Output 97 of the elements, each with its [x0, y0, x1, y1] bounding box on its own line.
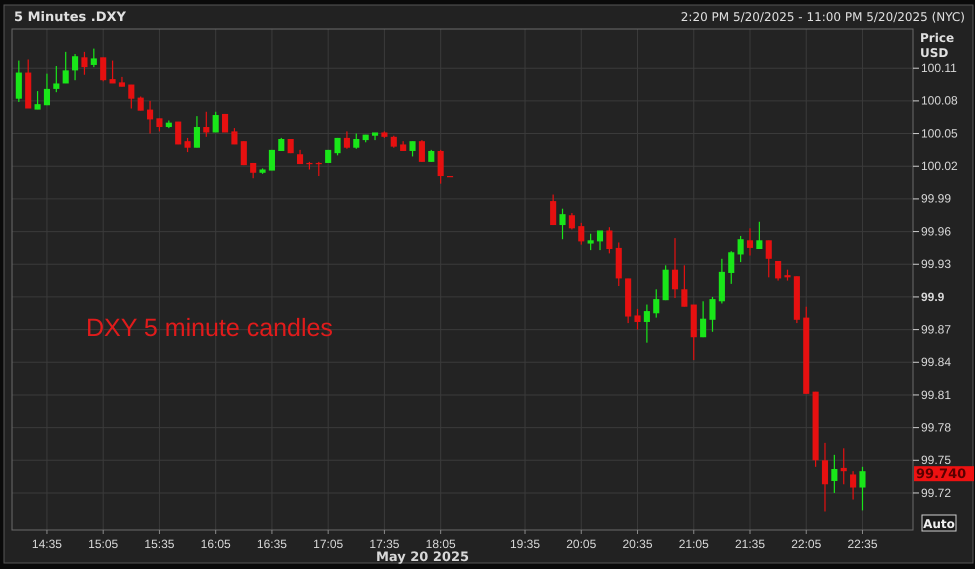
y-tick-label: 100.05 — [921, 126, 958, 140]
candlestick — [138, 96, 144, 112]
candlestick — [325, 149, 332, 164]
candlestick — [250, 162, 256, 179]
chart-subtitle: 2:20 PM 5/20/2025 - 11:00 PM 5/20/2025 (NYC) — [680, 10, 965, 24]
candlestick — [81, 51, 88, 76]
candlestick — [634, 308, 641, 330]
y-tick-label: 99.93 — [921, 257, 952, 272]
candlestick — [559, 208, 566, 240]
candlestick — [784, 269, 791, 282]
candlestick — [334, 137, 341, 156]
candlestick — [62, 51, 69, 84]
candlestick — [672, 238, 678, 299]
candlestick — [203, 111, 210, 138]
candlestick — [428, 149, 434, 162]
y-tick-label: 99.75 — [921, 453, 952, 468]
y-tick-label: 99.72 — [921, 486, 952, 500]
candlestick — [147, 100, 154, 134]
x-tick-label: 19:35 — [510, 536, 540, 551]
candlestick — [700, 300, 706, 338]
candlestick — [390, 135, 397, 148]
candlestick — [606, 226, 612, 254]
candlestick — [53, 65, 60, 93]
candlestick — [353, 132, 360, 150]
candlestick — [681, 264, 688, 308]
x-tick-label: 16:05 — [200, 536, 232, 551]
y-tick-label: 99.9 — [921, 290, 945, 304]
candlestick — [738, 235, 744, 263]
auto-button: Auto — [922, 514, 956, 532]
candlestick — [568, 212, 575, 230]
candlestick — [400, 140, 406, 152]
y-tick-label: 100.02 — [921, 159, 958, 174]
candlestick — [240, 140, 247, 166]
candlestick — [766, 240, 772, 278]
text: 99.740 — [916, 467, 966, 482]
candlestick — [184, 137, 191, 153]
candlestick — [709, 296, 716, 332]
x-tick-label: 17:05 — [313, 536, 344, 551]
candlestick — [288, 138, 294, 154]
y-tick-label: 99.81 — [921, 388, 952, 402]
candlestick — [44, 73, 50, 106]
candlestick — [859, 466, 866, 511]
x-tick-label: 15:35 — [144, 536, 175, 551]
candlestick — [110, 60, 116, 84]
candlestick — [100, 56, 106, 82]
chart-title: 5 Minutes .DXY — [14, 10, 127, 25]
candlestick — [578, 222, 584, 246]
candlestick — [72, 53, 78, 81]
candlestick — [850, 470, 856, 500]
candlestick — [840, 448, 847, 485]
x-tick-label: 17:35 — [369, 536, 400, 551]
y-axis-title: Price USD — [920, 31, 954, 60]
candlestick — [550, 194, 556, 226]
x-tick-label: 18:05 — [426, 536, 456, 551]
candlestick — [756, 221, 762, 250]
x-tick-label: 14:35 — [32, 536, 62, 551]
candlestick — [297, 149, 304, 165]
candlestick — [316, 161, 322, 177]
candlestick — [728, 250, 734, 284]
y-tick-label: 100.08 — [921, 94, 958, 108]
candlestick — [775, 260, 782, 282]
candlestick — [194, 116, 200, 148]
candlestick — [278, 137, 284, 152]
candlestick — [231, 128, 238, 146]
candlestick — [34, 90, 41, 110]
annotation: DXY 5 minute candles — [86, 314, 333, 342]
x-tick-label: 22:35 — [847, 536, 878, 551]
x-axis-title: May 20 2025 — [376, 550, 470, 565]
candlestick — [222, 113, 228, 134]
candlestick — [212, 111, 219, 134]
y-tick-label: 100.11 — [921, 61, 958, 76]
candlestick — [588, 233, 594, 251]
y-tick-label: 99.87 — [921, 322, 952, 336]
candlestick — [644, 304, 650, 344]
candlestick — [90, 48, 97, 68]
candlestick — [596, 230, 604, 251]
x-tick-label: 15:05 — [88, 536, 119, 551]
y-tick-label: 99.99 — [921, 192, 952, 206]
candlestick — [822, 442, 828, 512]
candlestick — [409, 140, 416, 158]
candlestick — [653, 288, 660, 318]
candlestick — [128, 84, 134, 110]
x-tick-label: 21:05 — [678, 536, 710, 551]
candlestick — [156, 118, 162, 132]
x-tick-label: 16:35 — [256, 536, 288, 551]
x-tick-label: 21:35 — [734, 536, 766, 551]
candlestick — [831, 454, 838, 494]
candlestick — [746, 228, 754, 256]
candlestick — [344, 130, 350, 150]
y-tick-label: 99.84 — [921, 355, 952, 370]
x-tick-label: 22:05 — [791, 536, 822, 551]
y-tick-label: 99.78 — [921, 420, 952, 434]
candlestick — [175, 120, 182, 146]
x-tick-label: 20:35 — [622, 536, 653, 551]
candlestick — [418, 139, 425, 162]
x-tick-label: 20:05 — [566, 536, 597, 551]
y-tick-label: 99.96 — [921, 224, 952, 238]
